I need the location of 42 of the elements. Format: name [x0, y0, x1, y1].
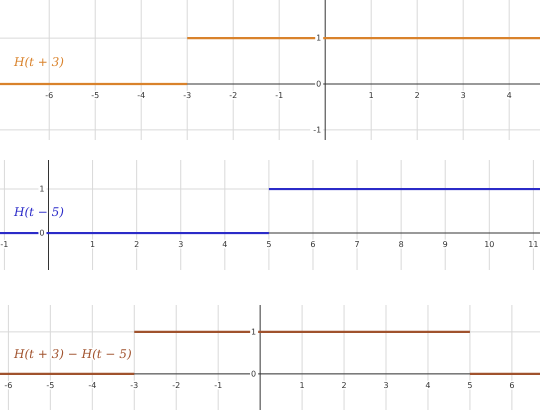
x-tick-label: -1 — [275, 91, 284, 100]
x-tick-label: -6 — [45, 91, 54, 100]
x-tick-label: -3 — [130, 380, 138, 390]
x-tick-label: 10 — [484, 240, 494, 250]
x-tick-label: 11 — [528, 240, 538, 250]
x-tick-label: 2 — [414, 91, 420, 100]
x-tick-label: -3 — [183, 91, 192, 100]
x-tick-label: -4 — [137, 91, 146, 100]
x-tick-label: 7 — [354, 240, 360, 250]
x-tick-label: 1 — [300, 380, 305, 390]
x-tick-label: 4 — [222, 240, 228, 250]
x-tick-label: 3 — [383, 380, 389, 390]
x-tick-label: 6 — [310, 240, 316, 250]
series-label: H(t + 3) — [13, 55, 64, 70]
x-tick-label: 4 — [425, 380, 431, 390]
x-tick-label: 8 — [398, 240, 404, 250]
x-tick-label: 2 — [134, 240, 140, 250]
x-tick-label: 9 — [442, 240, 448, 250]
x-tick-label: 5 — [467, 380, 472, 390]
series-label: H(t − 5) — [13, 205, 64, 220]
x-tick-label: 2 — [342, 380, 347, 390]
x-tick-label: -2 — [229, 91, 238, 100]
x-tick-label: 6 — [509, 380, 514, 390]
x-tick-label: 1 — [90, 240, 96, 250]
x-tick-label: -1 — [214, 380, 222, 390]
x-tick-label: 3 — [460, 91, 466, 100]
y-tick-label: 0 — [251, 369, 256, 378]
x-tick-label: -6 — [4, 380, 12, 390]
y-tick-label: 1 — [316, 34, 322, 43]
series-label: H(t + 3) − H(t − 5) — [13, 346, 132, 361]
x-tick-label: 5 — [266, 240, 272, 250]
y-tick-label: 0 — [316, 80, 322, 88]
x-tick-label: -5 — [46, 380, 54, 390]
x-tick-label: 4 — [506, 91, 512, 100]
y-tick-label: 0 — [39, 228, 44, 238]
x-tick-label: -1 — [0, 240, 8, 250]
x-tick-label: -4 — [88, 380, 96, 390]
x-tick-label: -2 — [172, 380, 180, 390]
y-tick-label: -1 — [313, 125, 322, 134]
x-tick-label: 3 — [178, 240, 184, 250]
x-tick-label: -5 — [91, 91, 100, 100]
x-tick-label: 1 — [368, 91, 374, 100]
